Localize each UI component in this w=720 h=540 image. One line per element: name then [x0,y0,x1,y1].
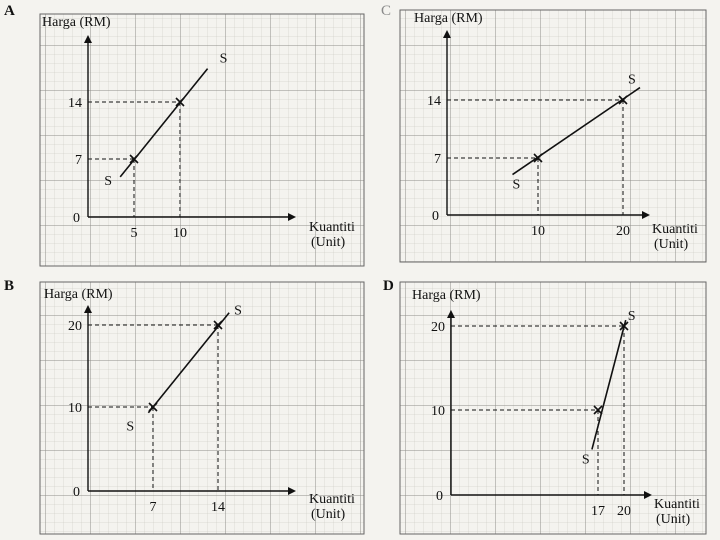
point-marker-b-1 [213,320,223,330]
x-tick-label-c-0: 10 [531,224,545,239]
x-tick-label-c-1: 20 [616,224,630,239]
y-axis-title-d: Harga (RM) [412,288,481,303]
curve-label-d-0: S [628,309,636,324]
curve-label-d-1: S [582,452,590,467]
curve-label-c-0: S [628,73,636,88]
panel-letter-c: C [381,3,391,19]
y-tick-label-b-1: 20 [68,319,82,334]
panel-c: C [381,3,707,263]
panel-c-grid [399,9,707,263]
panel-b-grid [39,281,365,535]
y-tick-label-a-0: 7 [75,153,82,168]
x-axis-unit-d: (Unit) [656,512,691,527]
panel-letter-a: A [4,3,15,19]
chart-c: Harga (RM) Kuantiti(Unit) 0 10 20 7 14 S S [414,11,698,252]
y-axis-arrow-d [447,310,455,318]
x-tick-label-b-0: 7 [150,500,157,515]
point-marker-b-0 [148,402,158,412]
x-axis-unit-a: (Unit) [311,235,346,250]
curve-label-a-0: S [220,52,228,67]
supply-line-d [591,319,627,450]
curve-label-a-1: S [104,174,112,189]
origin-label-a: 0 [73,211,80,226]
y-axis-arrow-c [443,30,451,38]
point-marker-d-0 [593,405,603,415]
supply-line-b [147,312,230,414]
chart-d: Harga (RM) Kuantiti(Unit) 0 17 20 10 20 S S [412,288,700,527]
y-tick-label-d-1: 20 [431,320,445,335]
y-axis-arrow-b [84,305,92,313]
point-marker-a-1 [175,97,185,107]
y-axis-title-a: Harga (RM) [42,15,111,30]
x-axis-unit-b: (Unit) [311,507,346,522]
x-axis-unit-c: (Unit) [654,237,689,252]
x-axis-title-a: Kuantiti [309,220,355,235]
x-tick-label-d-0: 17 [591,504,605,519]
origin-label-c: 0 [432,209,439,224]
y-axis-arrow-a [84,35,92,43]
panel-letter-d: D [383,278,394,294]
x-axis-arrow-c [642,211,650,219]
y-tick-label-b-0: 10 [68,401,82,416]
point-marker-c-0 [533,153,543,163]
curve-label-b-1: S [126,420,134,435]
point-marker-a-0 [129,154,139,164]
point-marker-c-1 [618,95,628,105]
y-tick-label-c-1: 14 [427,94,441,109]
chart-b: Harga (RM) Kuantiti(Unit) 0 7 14 10 20 S S [44,287,355,522]
y-axis-title-b: Harga (RM) [44,287,113,302]
panel-a: A [4,3,365,267]
panel-b: B [4,278,365,535]
x-tick-label-d-1: 20 [617,504,631,519]
panel-a-grid [39,13,365,267]
y-axis-title-c: Harga (RM) [414,11,483,26]
x-tick-label-a-1: 10 [173,226,187,241]
x-tick-label-a-0: 5 [131,226,138,241]
x-axis-title-d: Kuantiti [654,497,700,512]
origin-label-d: 0 [436,489,443,504]
x-tick-label-b-1: 14 [211,500,225,515]
panel-letter-b: B [4,278,14,294]
point-marker-d-1 [619,321,629,331]
y-tick-label-a-1: 14 [68,96,82,111]
y-tick-label-c-0: 7 [434,152,441,167]
curve-label-c-1: S [513,178,521,193]
x-axis-arrow-b [288,487,296,495]
y-tick-label-d-0: 10 [431,404,445,419]
x-axis-title-b: Kuantiti [309,492,355,507]
curve-label-b-0: S [234,304,242,319]
supply-line-c [512,86,641,176]
origin-label-b: 0 [73,485,80,500]
x-axis-arrow-a [288,213,296,221]
x-axis-title-c: Kuantiti [652,222,698,237]
x-axis-arrow-d [644,491,652,499]
chart-a: Harga (RM) Kuantiti(Unit) 0 5 10 7 14 S S [42,15,355,250]
